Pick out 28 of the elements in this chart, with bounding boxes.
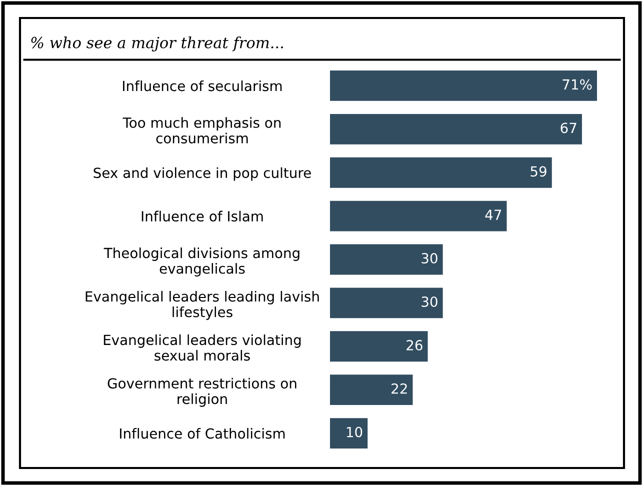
y-tick-label: Evangelical leaders leading lavish lifestyles [86, 290, 319, 320]
bar [330, 70, 597, 101]
y-tick-label: Theological divisions among evangelicals [104, 248, 300, 276]
bar [330, 200, 507, 232]
y-tick-label: Too much emphasis on consumerism [122, 117, 281, 144]
bar [330, 418, 368, 448]
data-label: 26 [406, 340, 422, 350]
y-tick-label: Sex and violence in pop culture [94, 167, 311, 181]
text: % who see a major threat from... [31, 36, 284, 52]
y-tick-label: Government restrictions on religion [108, 378, 296, 407]
data-label: 59 [530, 166, 546, 177]
data-label: 10 [346, 426, 362, 438]
data-label: 22 [392, 383, 407, 394]
bar [330, 374, 413, 406]
data-label: 30 [422, 296, 438, 307]
bar [330, 244, 443, 275]
bar [330, 157, 552, 188]
data-label: 71% [562, 79, 592, 90]
bar [330, 114, 582, 144]
y-tick-label: Evangelical leaders violating sexual morals [104, 334, 301, 361]
y-tick-label: Influence of Catholicism [120, 428, 285, 439]
bar [330, 288, 443, 318]
data-label: 47 [485, 210, 502, 220]
y-tick-label: Influence of secularism [123, 80, 282, 92]
data-label: 30 [422, 253, 438, 264]
data-label: 67 [560, 122, 576, 134]
y-tick-label: Influence of Islam [142, 210, 263, 222]
bar [330, 331, 428, 362]
